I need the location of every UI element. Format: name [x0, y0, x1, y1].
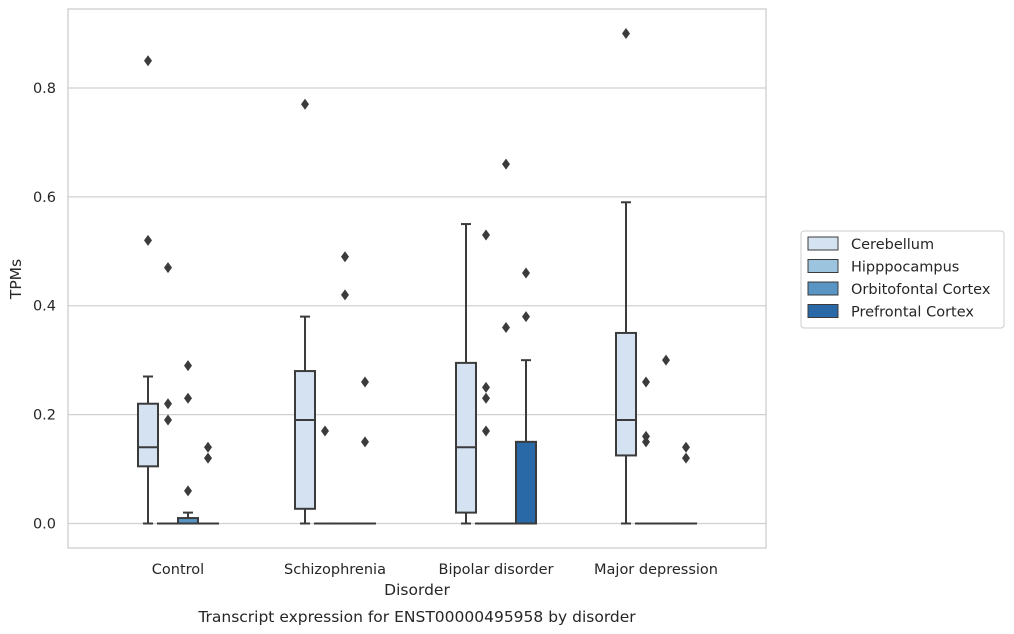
box-orbitofontal-cortex: [177, 360, 199, 525]
outlier-marker: [482, 392, 490, 404]
box-cerebellum: [294, 98, 316, 525]
outlier-marker: [184, 360, 192, 372]
outlier-marker: [204, 452, 212, 464]
legend-swatch: [807, 304, 839, 318]
outlier-marker: [184, 392, 192, 404]
legend-label: Orbitofontal Cortex: [851, 282, 991, 298]
outlier-marker: [144, 55, 152, 67]
box-prefrontal-cortex: [354, 376, 376, 525]
x-tick-label: Bipolar disorder: [439, 562, 554, 578]
box-hipppocampus: [157, 262, 179, 525]
y-tick-label: 0.2: [33, 408, 56, 424]
outlier-marker: [164, 398, 172, 410]
outlier-marker: [482, 425, 490, 437]
outlier-marker: [642, 376, 650, 388]
outlier-marker: [164, 262, 172, 274]
legend-swatch: [807, 236, 839, 251]
gridlines: [68, 87, 766, 525]
box-orbitofontal-cortex: [655, 354, 677, 525]
legend: Cerebellum Hipppocampus Orbitofontal Corte…: [800, 230, 1005, 329]
box-body: [515, 440, 537, 525]
box-body: [137, 402, 159, 468]
box-cerebellum: [615, 28, 637, 525]
outlier-marker: [482, 229, 490, 241]
box-prefrontal-cortex: [515, 267, 537, 525]
legend-swatch: [807, 281, 839, 296]
x-axis-label: Disorder: [384, 581, 450, 599]
y-tick-labels: 0.0 0.2 0.4 0.6 0.8: [33, 81, 56, 533]
outlier-marker: [682, 441, 690, 453]
outlier-marker: [184, 485, 192, 497]
outlier-marker: [502, 158, 510, 170]
legend-label: Prefrontal Cortex: [851, 305, 974, 321]
outlier-marker: [522, 311, 530, 323]
outlier-marker: [642, 430, 650, 442]
outlier-marker: [321, 425, 329, 437]
y-axis-label: TPMs: [7, 259, 25, 300]
box-hipppocampus: [314, 425, 336, 525]
box-body: [294, 370, 316, 510]
legend-label: Hipppocampus: [851, 260, 959, 276]
box-body: [455, 361, 477, 514]
box-orbitofontal-cortex: [334, 251, 356, 525]
box-hipppocampus: [475, 229, 497, 525]
legend-frame: [800, 230, 1005, 329]
legend-label: Cerebellum: [851, 237, 934, 253]
box-orbitofontal-cortex: [495, 158, 517, 525]
x-tick-labels: Control Schizophrenia Bipolar disorder Majo…: [152, 562, 718, 578]
x-tick-label: Schizophrenia: [284, 562, 386, 578]
y-tick-label: 0.8: [33, 81, 56, 97]
outlier-marker: [341, 251, 349, 263]
y-tick-label: 0.0: [33, 517, 56, 533]
box-cerebellum: [137, 55, 159, 525]
outlier-marker: [682, 452, 690, 464]
outlier-marker: [482, 381, 490, 393]
x-tick-label: Control: [152, 562, 204, 578]
outlier-marker: [164, 414, 172, 426]
box-hipppocampus: [635, 376, 657, 525]
outlier-marker: [361, 376, 369, 388]
outlier-marker: [144, 234, 152, 246]
outlier-marker: [341, 289, 349, 301]
legend-swatch: [807, 259, 839, 273]
outlier-marker: [522, 267, 530, 279]
plot-area-frame: [67, 8, 767, 549]
box-prefrontal-cortex: [197, 441, 219, 525]
box-cerebellum: [455, 223, 477, 525]
x-tick-label: Major depression: [594, 562, 718, 578]
outlier-marker: [502, 322, 510, 333]
chart-caption: Transcript expression for ENST0000049595…: [197, 608, 636, 626]
outlier-marker: [662, 354, 670, 366]
y-tick-label: 0.6: [33, 190, 56, 206]
box-body: [615, 331, 637, 457]
outlier-marker: [301, 98, 309, 110]
y-tick-label: 0.4: [33, 299, 56, 315]
outlier-marker: [361, 436, 369, 448]
box-marks: [137, 28, 697, 525]
outlier-marker: [622, 28, 630, 39]
box-prefrontal-cortex: [675, 441, 697, 525]
outlier-marker: [204, 441, 212, 453]
